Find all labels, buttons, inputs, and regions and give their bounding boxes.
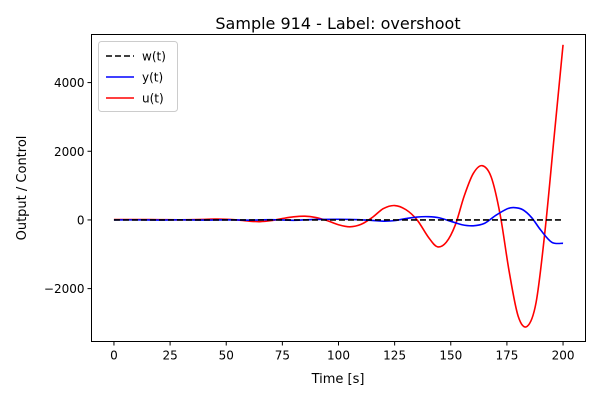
y-tick-label: −2000 — [44, 282, 85, 296]
x-tick-label: 75 — [275, 349, 290, 363]
y-axis-label: Output / Control — [15, 136, 30, 241]
x-tick-label: 150 — [439, 349, 462, 363]
x-tick-label: 100 — [327, 349, 350, 363]
chart-title: Sample 914 - Label: overshoot — [215, 14, 460, 33]
series-line-yt — [113, 206, 564, 245]
y-tick-label: 4000 — [54, 76, 85, 90]
x-tick-label: 200 — [552, 349, 575, 363]
x-tick-label: 50 — [219, 349, 234, 363]
legend-box — [98, 41, 178, 112]
y-tick-label: 0 — [77, 213, 85, 227]
legend-label-wt: w(t) — [142, 50, 166, 64]
legend: w(t) y(t) u(t) — [98, 41, 178, 112]
x-tick-label: 175 — [495, 349, 518, 363]
y-axis: −2000 0 2000 4000 — [44, 76, 92, 296]
legend-label-yt: y(t) — [142, 71, 163, 85]
x-tick-label: 125 — [383, 349, 406, 363]
x-tick-label: 25 — [162, 349, 177, 363]
legend-label-ut: u(t) — [142, 92, 164, 106]
y-tick-label: 2000 — [54, 145, 85, 159]
series-layer — [113, 44, 564, 328]
x-axis-label: Time [s] — [311, 372, 365, 387]
x-tick-label: 0 — [110, 349, 118, 363]
x-axis: 0 25 50 75 100 125 150 175 200 — [110, 341, 575, 363]
